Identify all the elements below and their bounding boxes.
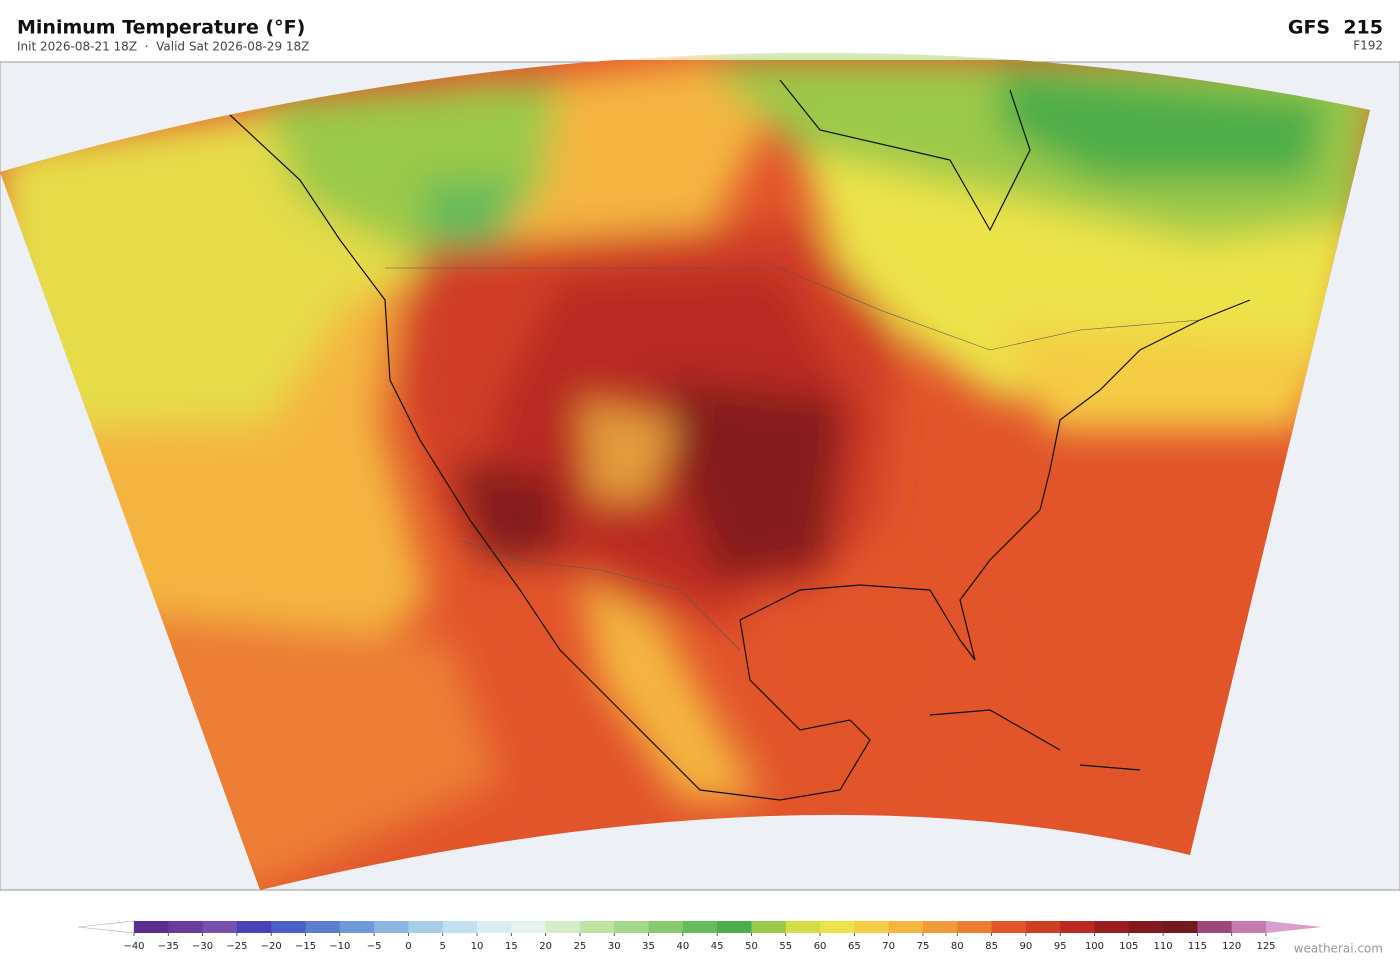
colorbar-segment bbox=[168, 921, 204, 933]
colorbar-tick-label: 95 bbox=[1054, 941, 1067, 952]
colorbar-tick-label: 50 bbox=[745, 941, 758, 952]
colorbar-segment bbox=[1060, 921, 1095, 933]
colorbar-tick-label: 85 bbox=[985, 941, 998, 952]
colorbar-tick-label: 55 bbox=[779, 941, 792, 952]
colorbar-segment bbox=[1128, 921, 1164, 933]
colorbar-tick-label: 15 bbox=[505, 941, 518, 952]
colorbar-tick-label: 25 bbox=[574, 941, 587, 952]
colorbar-segment bbox=[1231, 921, 1267, 933]
colorbar-tick-label: 60 bbox=[814, 941, 827, 952]
colorbar-tick-label: 125 bbox=[1256, 941, 1275, 952]
colorbar-tick-label: −15 bbox=[295, 941, 316, 952]
colorbar-tick-label: −25 bbox=[226, 941, 247, 952]
colorbar-segment bbox=[271, 921, 307, 933]
colorbar-tick-label: 65 bbox=[848, 941, 861, 952]
colorbar-tick-label: −40 bbox=[123, 941, 144, 952]
coastlines bbox=[229, 79, 1251, 801]
colorbar-tick-label: 115 bbox=[1188, 941, 1207, 952]
colorbar-segment bbox=[820, 921, 855, 933]
colorbar-tick-label: 80 bbox=[951, 941, 964, 952]
colorbar-segment bbox=[751, 921, 787, 933]
colorbar-segment bbox=[579, 921, 615, 933]
colorbar-segment bbox=[374, 921, 409, 933]
colorbar-tick-label: 35 bbox=[642, 941, 655, 952]
colorbar-segment bbox=[957, 921, 993, 933]
colorbar-tick-label: −20 bbox=[261, 941, 282, 952]
colorbar-segment bbox=[1163, 921, 1198, 933]
colorbar-tick-label: 75 bbox=[917, 941, 930, 952]
colorbar-tick-label: −10 bbox=[329, 941, 350, 952]
colorbar-segment bbox=[888, 921, 924, 933]
colorbar-tick-label: 90 bbox=[1020, 941, 1033, 952]
colorbar-segment bbox=[991, 921, 1027, 933]
colorbar-tick-label: −30 bbox=[192, 941, 213, 952]
model-label: GFS 215 bbox=[1288, 17, 1383, 39]
colorbar-segment bbox=[648, 921, 684, 933]
colorbar-tick-label: 120 bbox=[1222, 941, 1241, 952]
colorbar-segment bbox=[1094, 921, 1130, 933]
colorbar-segment bbox=[717, 921, 752, 933]
map-title: Minimum Temperature (°F) bbox=[17, 17, 305, 39]
colorbar-tick-label: 100 bbox=[1085, 941, 1104, 952]
colorbar-tick-label: 40 bbox=[676, 941, 689, 952]
colorbar-tick-label: −35 bbox=[158, 941, 179, 952]
colorbar-tick-label: −5 bbox=[367, 941, 382, 952]
colorbar-tick-label: 20 bbox=[539, 941, 552, 952]
colorbar: −40 −35 −30 −25 −20 −15 −10 −5 0 5 10 15 20 25 30 35 40 4… bbox=[77, 920, 1322, 952]
colorbar-segment bbox=[614, 921, 650, 933]
colorbar-tick-label: 10 bbox=[471, 941, 484, 952]
forecast-hour: F192 bbox=[1353, 39, 1383, 53]
colorbar-tick-label: 0 bbox=[405, 941, 411, 952]
colorbar-segment bbox=[236, 921, 272, 933]
colorbar-tick-label: 105 bbox=[1119, 941, 1138, 952]
colorbar-tick-label: 30 bbox=[608, 941, 621, 952]
colorbar-segment bbox=[134, 921, 169, 933]
run-info: Init 2026-08-21 18Z · Valid Sat 2026-08-… bbox=[17, 40, 309, 54]
colorbar-segment bbox=[202, 921, 238, 933]
colorbar-segment bbox=[682, 921, 718, 933]
colorbar-segment bbox=[922, 921, 958, 933]
colorbar-segment bbox=[1197, 921, 1233, 933]
colorbar-segment bbox=[477, 921, 512, 933]
colorbar-segment bbox=[785, 921, 821, 933]
colorbar-tick-label: 70 bbox=[882, 941, 895, 952]
colorbar-tick-label: 5 bbox=[440, 941, 446, 952]
colorbar-tick-label: 110 bbox=[1154, 941, 1173, 952]
colorbar-segment bbox=[339, 921, 375, 933]
colorbar-under bbox=[77, 920, 135, 934]
colorbar-segment bbox=[545, 921, 581, 933]
colorbar-segment bbox=[442, 921, 478, 933]
borders bbox=[385, 267, 1201, 651]
colorbar-segment bbox=[408, 921, 444, 933]
watermark: weatherai.com bbox=[1294, 942, 1383, 956]
colorbar-segment bbox=[1025, 921, 1061, 933]
temperature-field bbox=[0, 60, 1370, 890]
colorbar-segment bbox=[305, 921, 341, 933]
colorbar-segment bbox=[854, 921, 890, 933]
colorbar-over bbox=[1266, 921, 1322, 933]
colorbar-segment bbox=[511, 921, 547, 933]
colorbar-tick-label: 45 bbox=[711, 941, 724, 952]
